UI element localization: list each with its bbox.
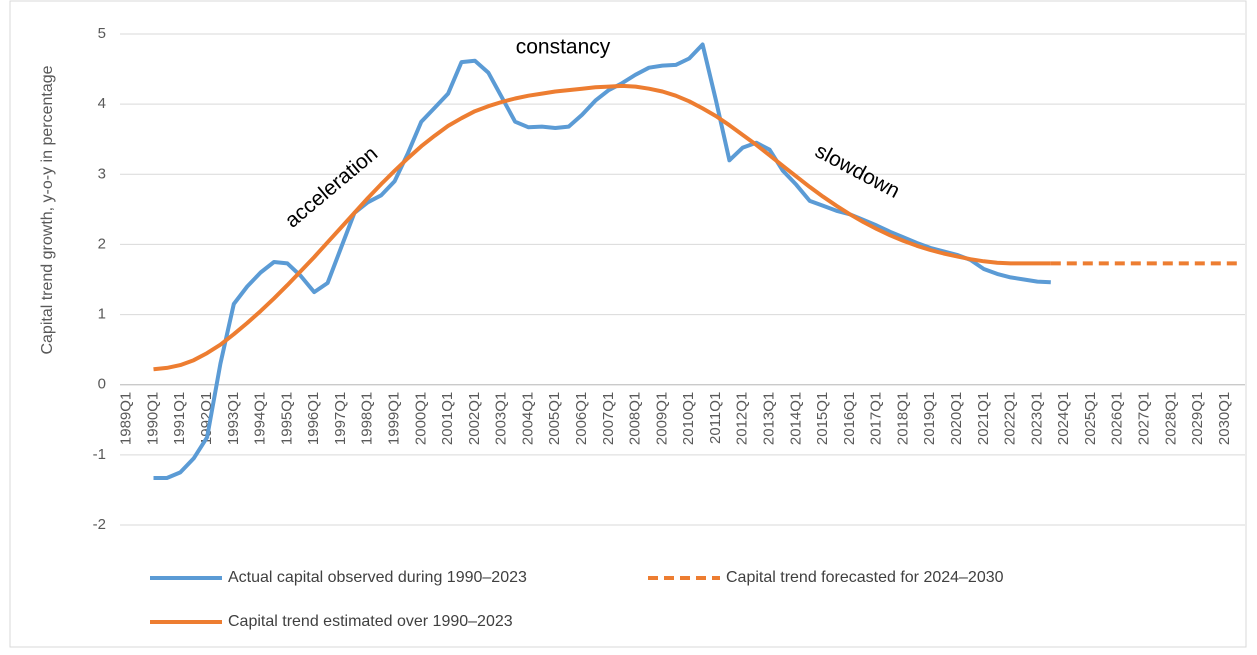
x-tick-label: 1998Q1 bbox=[359, 392, 376, 445]
annotation: constancy bbox=[516, 36, 611, 59]
x-tick-label: 2019Q1 bbox=[921, 392, 938, 445]
annotation: acceleration bbox=[281, 142, 383, 232]
x-tick-label: 2003Q1 bbox=[493, 392, 510, 445]
x-tick-label: 1992Q1 bbox=[198, 392, 215, 445]
x-tick-label: 2015Q1 bbox=[814, 392, 831, 445]
x-tick-label: 1991Q1 bbox=[171, 392, 188, 445]
x-tick-label: 2029Q1 bbox=[1189, 392, 1206, 445]
chart-border bbox=[9, 0, 1247, 648]
x-tick-label: 2017Q1 bbox=[868, 392, 885, 445]
x-tick-label: 2013Q1 bbox=[761, 392, 778, 445]
y-tick-label: -2 bbox=[93, 516, 106, 533]
x-tick-label: 1997Q1 bbox=[332, 392, 349, 445]
x-tick-label: 2027Q1 bbox=[1136, 392, 1153, 445]
x-tick-label: 2014Q1 bbox=[787, 392, 804, 445]
y-tick-label: 3 bbox=[98, 165, 106, 182]
x-tick-label: 2011Q1 bbox=[707, 392, 724, 444]
x-tick-label: 1994Q1 bbox=[252, 392, 269, 445]
x-tick-label: 1995Q1 bbox=[278, 392, 295, 445]
x-tick-label: 2010Q1 bbox=[680, 392, 697, 445]
x-tick-label: 2025Q1 bbox=[1082, 392, 1099, 445]
x-tick-label: 2000Q1 bbox=[412, 392, 429, 445]
y-tick-label: 1 bbox=[98, 306, 106, 323]
x-tick-label: 2024Q1 bbox=[1055, 392, 1072, 445]
x-tick-label: 2002Q1 bbox=[466, 392, 483, 445]
x-tick-label: 2012Q1 bbox=[734, 392, 751, 445]
x-tick-label: 2001Q1 bbox=[439, 392, 456, 445]
x-tick-label: 2008Q1 bbox=[627, 392, 644, 445]
series-line bbox=[153, 83, 1051, 372]
x-tick-label: 2021Q1 bbox=[975, 392, 992, 445]
x-tick-label: 2022Q1 bbox=[1002, 392, 1019, 445]
x-tick-label: 2004Q1 bbox=[519, 392, 536, 445]
x-tick-label: 1989Q1 bbox=[118, 392, 135, 445]
x-tick-label: 2005Q1 bbox=[546, 392, 563, 445]
x-tick-label: 1999Q1 bbox=[386, 392, 403, 445]
x-tick-label: 2016Q1 bbox=[841, 392, 858, 445]
x-tick-label: 1993Q1 bbox=[225, 392, 242, 445]
y-tick-label: 5 bbox=[98, 25, 106, 42]
x-tick-label: 2007Q1 bbox=[600, 392, 617, 445]
y-axis-label: Capital trend growth, y-o-y in percentag… bbox=[39, 65, 56, 354]
x-tick-label: 2028Q1 bbox=[1162, 392, 1179, 445]
legend-label: Capital trend forecasted for 2024–2030 bbox=[726, 569, 1004, 586]
y-tick-label: 2 bbox=[98, 235, 106, 252]
y-tick-label: 4 bbox=[98, 95, 106, 112]
legend-label: Actual capital observed during 1990–2023 bbox=[228, 569, 527, 586]
x-tick-label: 2018Q1 bbox=[894, 392, 911, 445]
x-tick-label: 2023Q1 bbox=[1028, 392, 1045, 445]
x-tick-label: 2006Q1 bbox=[573, 392, 590, 445]
x-tick-label: 1996Q1 bbox=[305, 392, 322, 445]
y-tick-label: -1 bbox=[93, 446, 106, 463]
x-tick-label: 1990Q1 bbox=[144, 392, 161, 445]
x-tick-label: 2026Q1 bbox=[1109, 392, 1126, 445]
annotation: slowdown bbox=[811, 139, 903, 203]
y-tick-label: 0 bbox=[98, 376, 106, 393]
legend-label: Capital trend estimated over 1990–2023 bbox=[228, 613, 513, 630]
x-tick-label: 2020Q1 bbox=[948, 392, 965, 445]
series-line bbox=[153, 42, 1051, 480]
x-tick-label: 2009Q1 bbox=[653, 392, 670, 445]
x-tick-label: 2030Q1 bbox=[1216, 392, 1233, 445]
